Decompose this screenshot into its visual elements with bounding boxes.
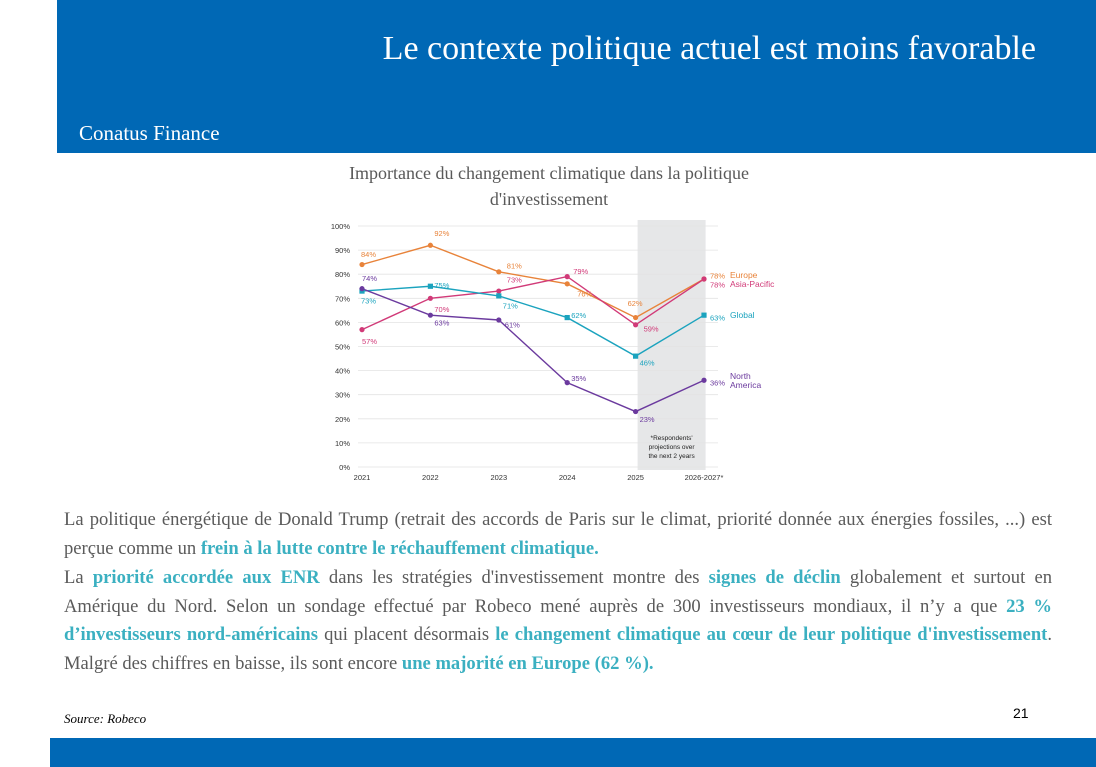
data-label: 23% [640,415,655,424]
data-label: 78% [710,281,725,290]
data-point [701,312,707,318]
y-tick-label: 70% [335,294,350,303]
data-label: 74% [362,274,377,283]
data-label: 81% [507,261,522,270]
data-point [427,312,433,318]
projection-shading [637,220,706,470]
data-label: 46% [640,359,655,368]
data-point [496,293,502,299]
data-point [359,327,365,333]
data-point [564,314,570,321]
data-point [633,408,639,415]
series-name-label: Global [730,310,755,320]
highlight-text: priorité accordée aux ENR [92,567,320,588]
data-point [496,317,502,323]
projection-note: projections over [649,444,696,451]
highlight-text: 23 % d’investisseurs nord-américains [64,595,1052,646]
y-tick-label: 90% [335,246,350,255]
x-tick-label: 2026-2027* [685,473,724,482]
data-label: 59% [644,324,659,333]
body-text: La politique énergétique de Donald Trump… [64,506,1052,678]
text-segment: qui placent désormais [318,624,496,645]
line-chart: 0% 10% 20% 30% 40% 50% 60% 70% 80% 90% 100% 2021 20… [331,220,775,482]
data-label: 63% [434,319,449,328]
data-label: 73% [507,276,522,285]
series-name-label: North America [730,371,761,390]
data-point [427,283,433,289]
data-point [701,377,707,383]
y-tick-label: 60% [335,318,350,327]
data-point [359,286,365,292]
data-label: 62% [628,299,643,308]
x-tick-label: 2023 [490,473,507,482]
data-label: 92% [434,229,449,238]
page-title: Le contexte politique actuel est moins f… [382,30,1036,67]
highlight-text: frein à la lutte contre le réchauffement… [200,537,599,559]
y-tick-label: 0% [339,463,350,472]
page-number: 21 [1013,705,1029,721]
text-segment: La [64,567,93,588]
data-point [496,288,502,294]
text-segment: La politique énergétique de Donald Trump… [64,509,1052,559]
data-label: 73% [361,297,376,306]
series-name-label: Europe [730,270,758,280]
data-point [633,314,639,321]
x-tick-label: 2024 [559,473,576,482]
data-point [564,281,570,287]
chart-title: Importance du changement climatique dans… [349,163,749,209]
data-label: 70% [434,305,449,314]
paragraph-1: La politique énergétique de Donald Trump… [64,506,1052,563]
text-segment: dans les stratégies d'investissement mon… [319,567,709,588]
data-label: 76% [577,289,592,298]
y-tick-label: 50% [335,343,350,352]
text-segment: . Malgré des chiffres en baisse, ils son… [64,624,1053,674]
y-tick-label: 20% [335,415,350,424]
data-label: 61% [505,320,520,329]
data-label: 78% [710,272,725,281]
data-point [701,276,707,282]
data-point [427,242,433,248]
data-point [633,353,639,359]
data-label: 75% [434,281,449,290]
data-label: 63% [710,314,725,323]
data-label: 35% [571,374,586,383]
series-line [361,244,705,319]
y-tick-label: 100% [331,222,351,231]
y-tick-label: 30% [335,391,350,400]
data-point [427,295,433,301]
projection-note: the next 2 years [648,453,695,460]
data-point [564,380,570,386]
y-tick-label: 80% [335,270,350,279]
data-point [633,322,639,328]
highlight-text: le changement climatique au cœur de leur… [495,624,1048,645]
projection-note: *Respondents' [651,435,693,442]
data-label: 62% [571,311,586,320]
data-label: 36% [710,379,725,388]
header-banner: Le contexte politique actuel est moins f… [57,0,1096,153]
data-label: 71% [503,301,518,310]
company-name: Conatus Finance [79,121,220,145]
data-label: 84% [361,250,376,259]
source-note: Source: Robeco [64,711,147,726]
series-line [361,275,705,331]
data-point [496,269,502,275]
series-name-label: Asia-Pacific [730,279,775,289]
data-label: 79% [573,267,588,276]
y-tick-label: 10% [335,439,350,448]
highlight-text: une majorité en Europe (62 %). [401,652,654,674]
data-point [564,274,570,280]
series-line [361,285,705,357]
data-point [359,261,365,268]
data-label: 57% [362,337,377,346]
x-tick-label: 2022 [422,473,439,482]
x-tick-label: 2025 [627,473,644,482]
footer-bar [50,738,1096,767]
highlight-text: signes de déclin [708,567,841,588]
text-segment: globalement et surtout en Amérique du No… [64,567,1052,617]
x-tick-label: 2021 [354,473,371,482]
y-tick-label: 40% [335,367,350,376]
paragraph-2: La priorité accordée aux ENR dans les st… [64,564,1052,678]
series-line [361,288,705,413]
